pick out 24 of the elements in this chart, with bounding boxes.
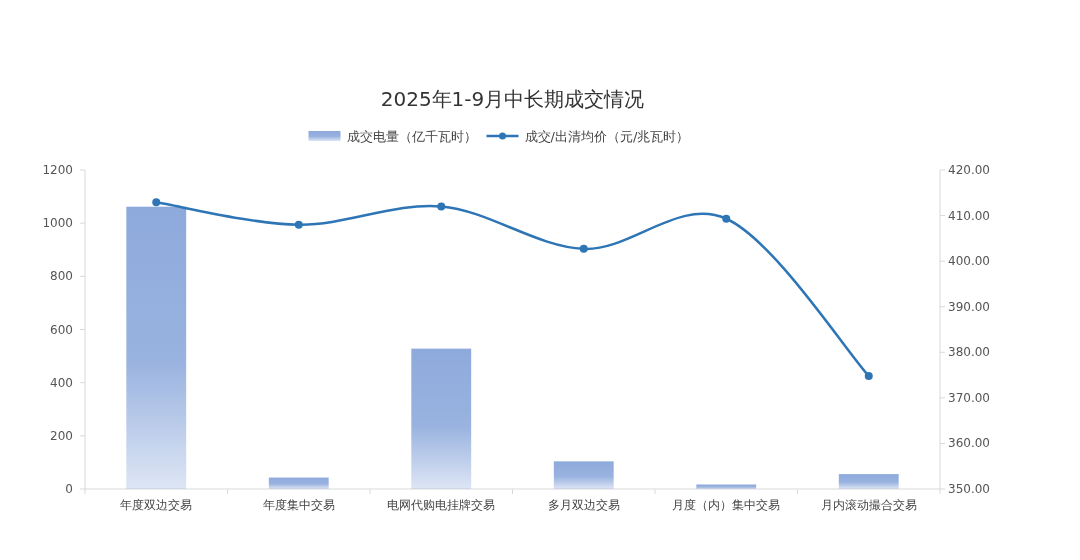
y2-tick-label: 360.00 — [948, 436, 990, 451]
x-tick-label: 电网代购电挂牌交易 — [387, 498, 496, 512]
x-tick-label: 多月双边交易 — [547, 498, 620, 512]
title: 2025年1-9月中长期成交情况 — [380, 87, 645, 111]
x-tick-label: 年度集中交易 — [262, 498, 335, 512]
y-tick-label: 200 — [50, 428, 73, 443]
y2-tick-label: 400.00 — [948, 254, 990, 269]
y2-tick-label: 420.00 — [948, 163, 990, 177]
y-tick-label: 0 — [65, 482, 73, 496]
x-tick-label: 月度（内）集中交易 — [672, 498, 781, 512]
x-tick-label: 月内滚动撮合交易 — [820, 498, 917, 512]
y-tick-label: 400 — [50, 375, 73, 390]
x-tick-label: 年度双边交易 — [120, 498, 193, 512]
y2-tick-label: 350.00 — [948, 482, 990, 496]
y-tick-label: 1000 — [42, 216, 73, 231]
y-tick-label: 1200 — [42, 163, 73, 177]
y-tick-label: 600 — [50, 322, 73, 337]
y2-tick-label: 380.00 — [948, 345, 990, 360]
y2-tick-label: 410.00 — [948, 208, 990, 223]
legend-label: 成交电量（亿千瓦时） — [346, 129, 477, 144]
y-tick-label: 800 — [50, 269, 73, 284]
y2-tick-label: 370.00 — [948, 390, 990, 405]
y2-tick-label: 390.00 — [948, 299, 990, 314]
legend-label: 成交/出清均价（元/兆瓦时） — [524, 129, 690, 144]
